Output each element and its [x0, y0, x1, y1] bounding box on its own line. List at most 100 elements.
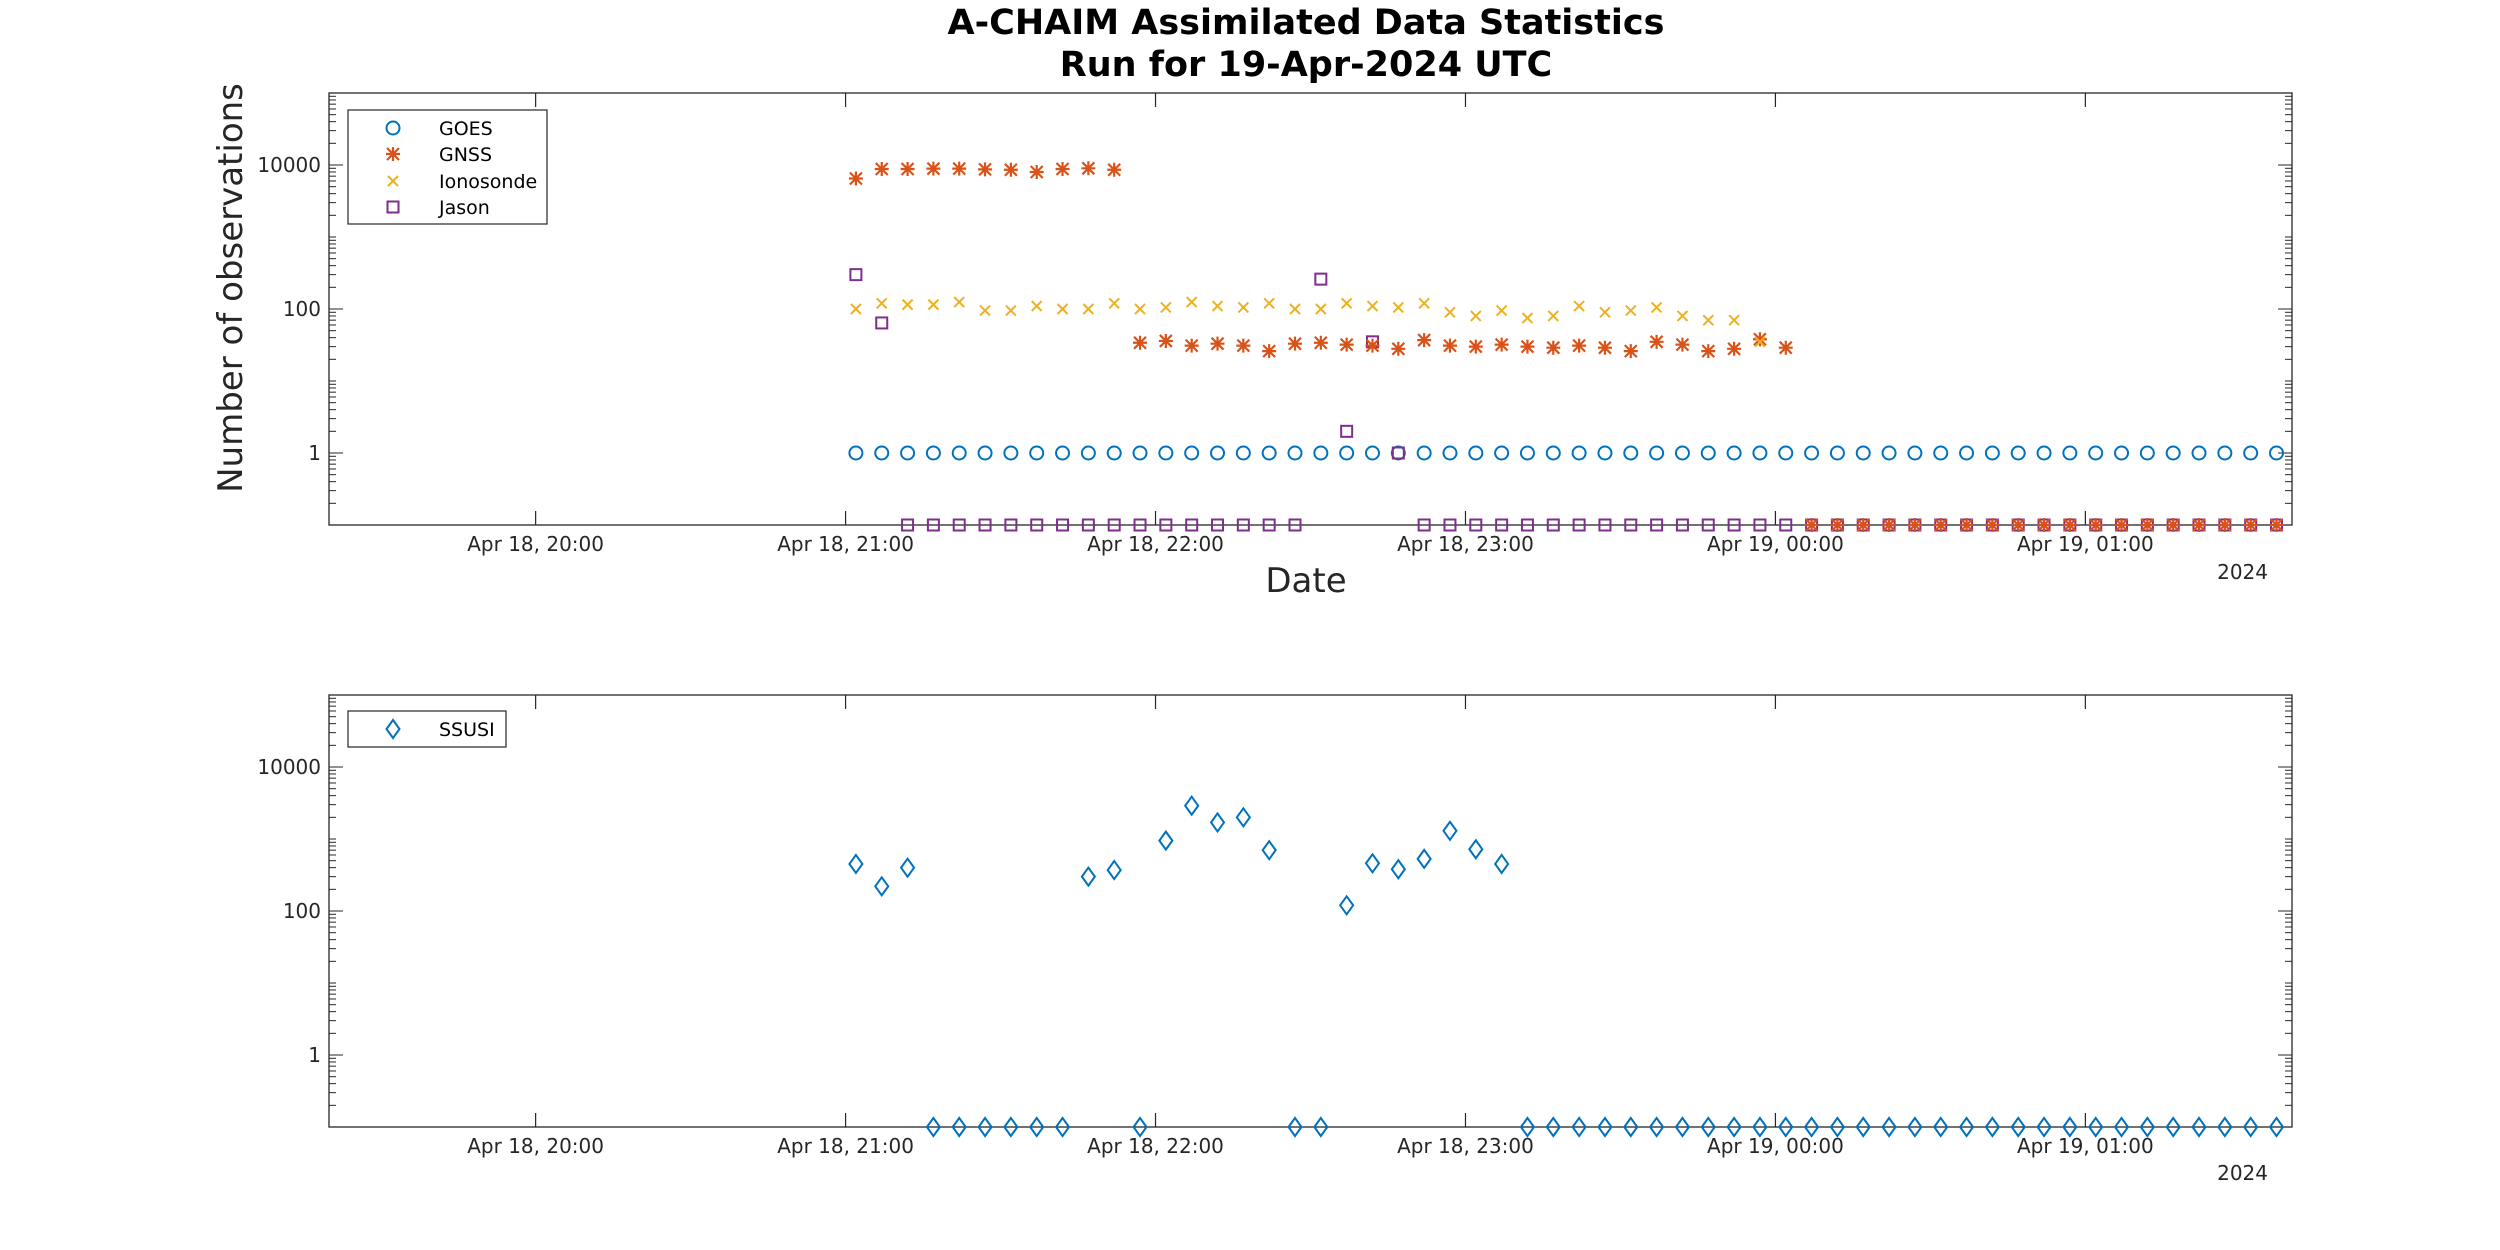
ionosonde-point: [1211, 300, 1224, 312]
jason-point: [952, 518, 966, 532]
goes-point: [1313, 445, 1329, 461]
goes-point: [1287, 445, 1303, 461]
gnss-point: [2114, 518, 2129, 532]
gnss-point: [1778, 340, 1793, 355]
gnss-point: [1649, 334, 1664, 349]
ionosonde-point: [953, 296, 965, 308]
ionosonde-point: [927, 298, 940, 311]
y-tick-label: 100: [283, 297, 321, 321]
gnss-point: [1752, 332, 1767, 347]
jason-point: [1753, 518, 1767, 532]
ssusi-point: [1028, 1116, 1045, 1138]
legend-bottom: SSUSI: [347, 710, 507, 748]
gnss-point: [2243, 518, 2258, 532]
goes-point: [1106, 445, 1122, 461]
ssusi-point: [1261, 839, 1277, 861]
ionosonde-point: [1754, 336, 1766, 348]
legend-top-box: [347, 109, 548, 225]
ssusi-point: [1106, 859, 1122, 881]
goes-point: [951, 445, 967, 461]
goes-point: [1519, 445, 1535, 461]
gnss-point: [1882, 518, 1897, 532]
goes-point: [1623, 445, 1639, 461]
ionosonde-point: [1392, 301, 1405, 314]
gnss-point: [926, 161, 941, 176]
jason-point: [1495, 518, 1509, 532]
y-tick-label: 1: [308, 1043, 321, 1067]
ionosonde-point: [1547, 310, 1559, 322]
axes-frame: [328, 694, 2293, 1128]
ssusi-point: [874, 875, 890, 898]
goes-point: [1029, 445, 1045, 461]
bottom-axes: Apr 18, 20:00 Apr 18, 21:00 Apr 18, 22:00 A…: [257, 694, 2293, 1158]
legend-label-ionosonde: Ionosonde: [439, 171, 537, 193]
goes-point: [2088, 445, 2104, 461]
goes-point: [1184, 445, 1200, 461]
ionosonde-point: [901, 298, 914, 311]
goes-point: [1494, 445, 1510, 461]
gnss-point: [1494, 337, 1509, 352]
goes-point: [1907, 445, 1923, 461]
goes-point: [2062, 445, 2078, 461]
goes-point: [2243, 445, 2259, 461]
ssusi-point: [1287, 1116, 1303, 1138]
jason-point: [1056, 518, 1070, 532]
gnss-point: [1701, 344, 1716, 359]
jason-point: [1779, 518, 1793, 532]
ionosonde-point: [1625, 304, 1637, 317]
gnss-point: [874, 161, 889, 176]
ssusi-point: [1648, 1116, 1665, 1138]
jason-point: [1081, 518, 1095, 532]
gnss-point: [2140, 518, 2155, 532]
ionosonde-point: [1237, 301, 1250, 314]
ssusi-point: [1080, 865, 1097, 888]
gnss-point: [1339, 337, 1354, 352]
gnss-point: [1236, 338, 1251, 353]
ionosonde-point: [1366, 300, 1379, 312]
gnss-point: [1520, 339, 1535, 354]
gnss-point: [1107, 162, 1122, 177]
ionosonde-point: [979, 304, 991, 317]
ssusi-point: [1183, 794, 1200, 817]
ssusi-point: [951, 1116, 967, 1138]
gnss-point: [1572, 338, 1587, 353]
ionosonde-point: [1134, 303, 1146, 315]
goes-point: [1003, 445, 1019, 461]
ssusi-point: [1364, 852, 1381, 874]
goes-point: [1778, 445, 1794, 461]
ssusi-point: [1338, 894, 1355, 917]
gnss-point: [1546, 340, 1561, 355]
ionosonde-point: [1056, 303, 1069, 315]
jason-point: [1314, 272, 1328, 286]
gnss-point: [1907, 518, 1922, 532]
goes-point: [977, 445, 993, 461]
x-tick-label: Apr 19, 00:00: [1707, 1134, 1844, 1158]
goes-point: [1545, 445, 1561, 461]
gnss-point: [1184, 338, 1199, 353]
gnss-point: [2011, 518, 2026, 532]
legend-label-goes: GOES: [439, 118, 493, 140]
jason-point: [1288, 518, 1302, 532]
x-tick-label: Apr 18, 22:00: [1087, 532, 1224, 556]
goes-point: [1055, 445, 1071, 461]
gnss-point: [1003, 162, 1018, 177]
gnss-point: [1262, 344, 1277, 359]
ssusi-point: [2087, 1116, 2104, 1138]
goes-point: [2010, 445, 2026, 461]
goes-point: [2217, 445, 2233, 461]
goes-point: [900, 445, 916, 461]
ssusi-point: [1519, 1116, 1536, 1138]
ionosonde-point: [1728, 314, 1740, 326]
ssusi-point: [1209, 811, 1226, 834]
goes-point: [848, 445, 864, 461]
ssusi-point: [1803, 1116, 1820, 1138]
gnss-point: [2062, 518, 2077, 532]
goes-point: [2036, 445, 2052, 461]
ionosonde-point: [1650, 301, 1663, 314]
goes-point: [1571, 445, 1587, 461]
ionosonde-point: [850, 303, 862, 315]
ssusi-point: [848, 853, 864, 875]
jason-point: [1159, 518, 1173, 532]
jason-point: [901, 518, 915, 532]
gnss-point: [1727, 341, 1742, 356]
